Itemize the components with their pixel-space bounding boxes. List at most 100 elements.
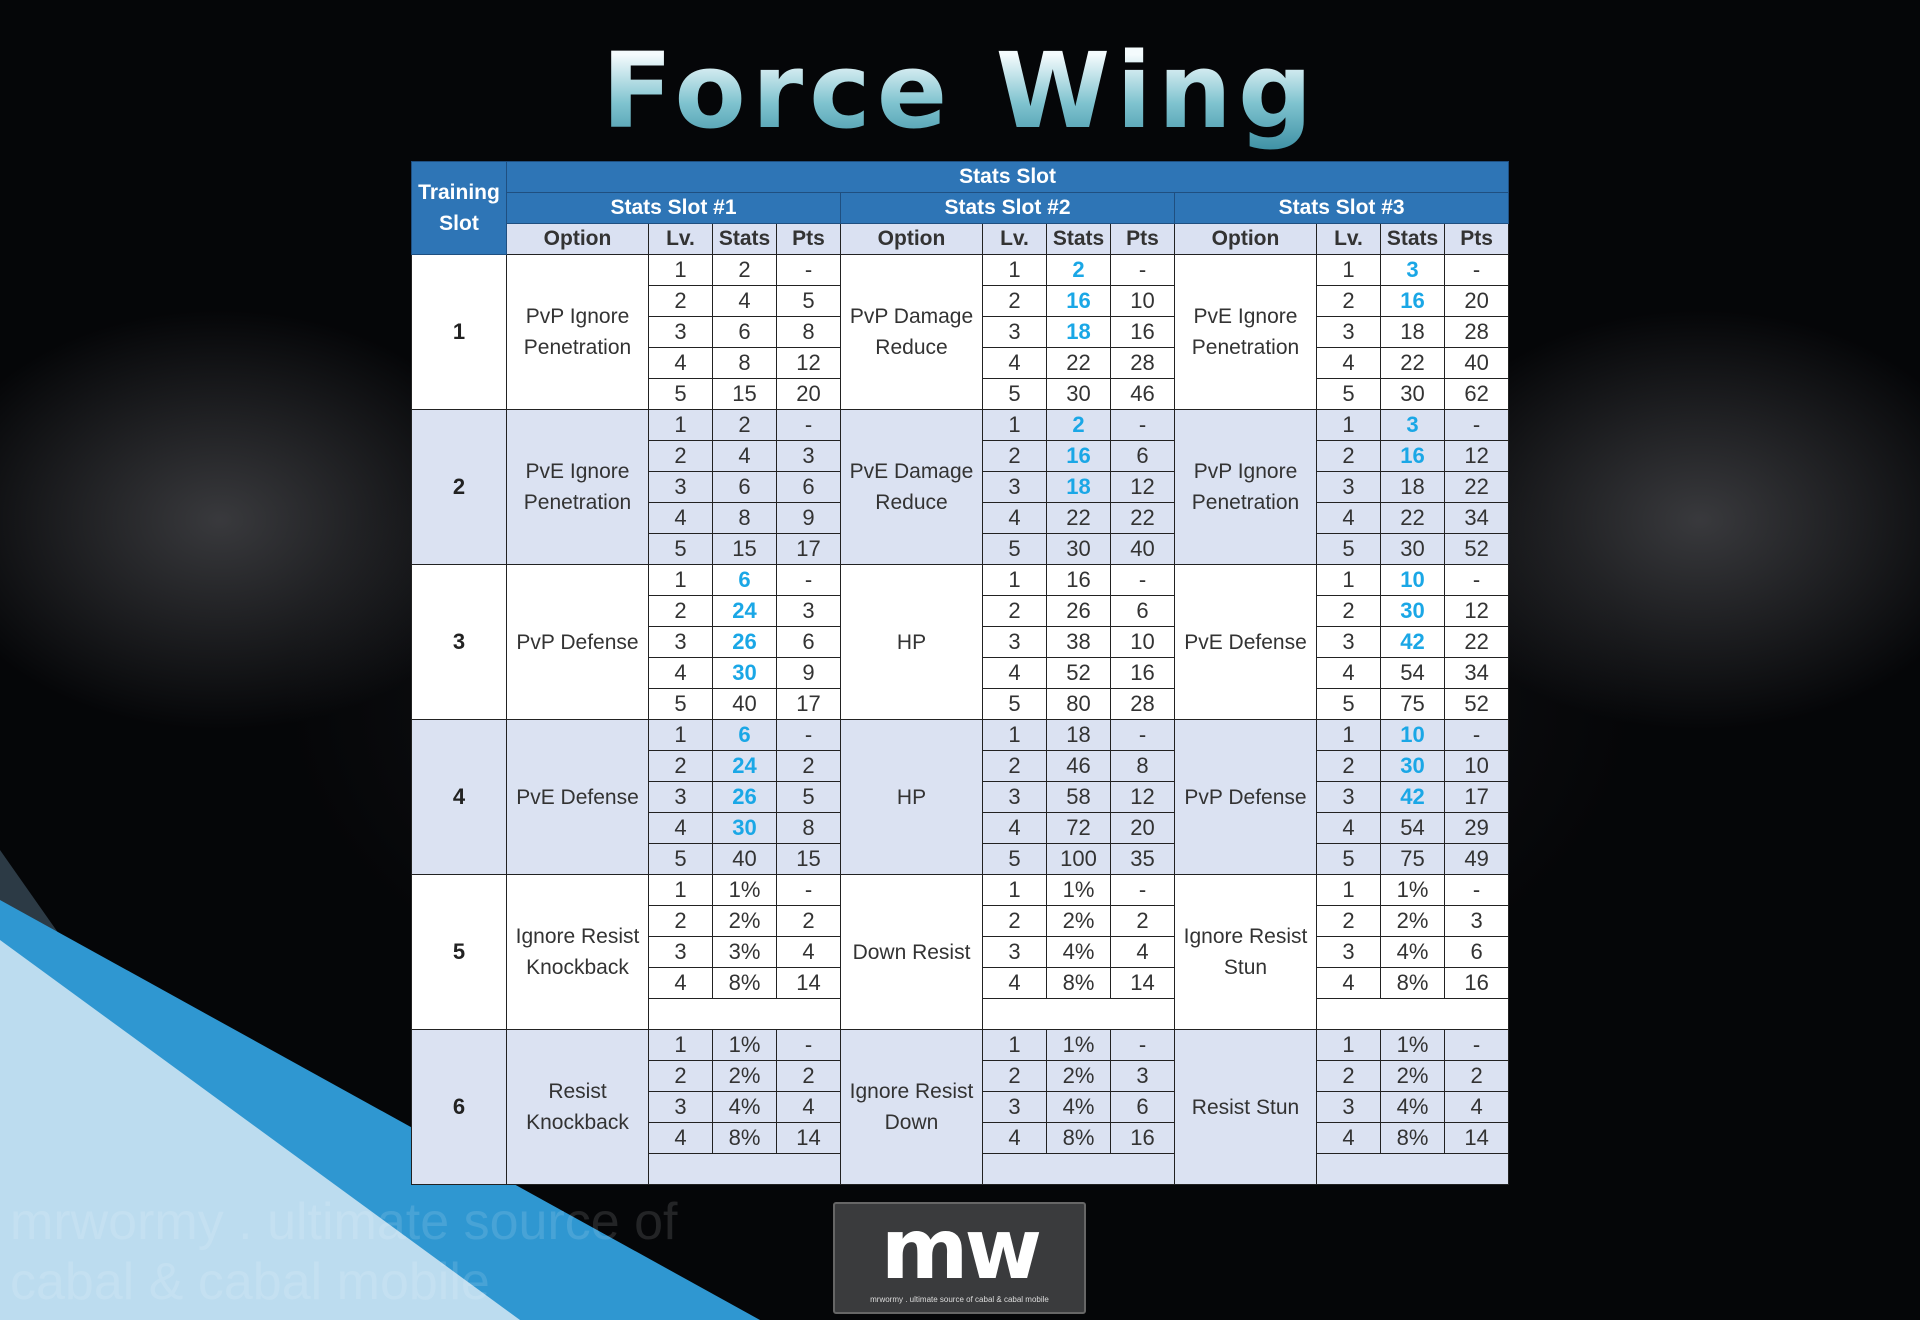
level-cell: 3 xyxy=(982,626,1047,658)
stats-cell: 40 xyxy=(712,843,777,875)
pts-cell: - xyxy=(776,874,841,906)
empty-cell xyxy=(982,998,1175,1030)
option-name: Resist Stun xyxy=(1174,1029,1317,1185)
pts-cell: 9 xyxy=(776,657,841,689)
level-cell: 3 xyxy=(648,1091,713,1123)
level-cell: 3 xyxy=(648,781,713,813)
stats-cell: 54 xyxy=(1380,657,1445,689)
level-cell: 5 xyxy=(982,843,1047,875)
level-cell: 2 xyxy=(648,285,713,317)
stats-cell: 2% xyxy=(1046,1060,1111,1092)
pts-cell: 6 xyxy=(776,626,841,658)
stats-cell: 15 xyxy=(712,378,777,410)
option-name: PvE Ignore Penetration xyxy=(506,409,649,565)
level-cell: 5 xyxy=(982,688,1047,720)
pts-cell: 28 xyxy=(1443,316,1510,348)
pts-cell: 28 xyxy=(1110,347,1175,379)
stats-cell: 42 xyxy=(1380,781,1445,813)
stats-cell: 22 xyxy=(1380,502,1445,534)
table-row: 5 15 17 5 30 40 5 30 52 xyxy=(412,533,1510,565)
empty-cell xyxy=(982,1153,1175,1185)
level-cell: 4 xyxy=(648,812,713,844)
column-header-lv: Lv. xyxy=(982,223,1047,255)
stats-cell: 8 xyxy=(712,347,777,379)
pts-cell: 20 xyxy=(1110,812,1175,844)
level-cell: 1 xyxy=(982,719,1047,751)
column-header-lv: Lv. xyxy=(1316,223,1381,255)
option-name: Ignore Resist Stun xyxy=(1174,874,1317,1030)
stats-cell: 3% xyxy=(712,936,777,968)
stats-cell: 30 xyxy=(1046,378,1111,410)
training-slot-number: 2 xyxy=(411,409,507,565)
pts-cell: 6 xyxy=(1110,440,1175,472)
option-name: PvP Defense xyxy=(1174,719,1317,875)
table-row: 4 8 12 4 22 28 4 22 40 xyxy=(412,347,1510,379)
table-row: 3 PvP Defense 1 6- HP 1 16- PvE Defense 1 10- xyxy=(411,564,1510,720)
pts-cell: - xyxy=(1110,254,1175,286)
stats-cell: 58 xyxy=(1046,781,1111,813)
watermark-text: mrwormy . ultimate source of cabal & cab… xyxy=(10,1193,678,1311)
level-cell: 3 xyxy=(648,316,713,348)
stats-cell: 30 xyxy=(1380,533,1445,565)
pts-cell: 16 xyxy=(1110,657,1175,689)
stats-cell: 2% xyxy=(1380,1060,1445,1092)
training-slot-header: Training Slot xyxy=(411,161,507,255)
empty-cell xyxy=(1315,1153,1510,1185)
table-row: 3 26 5 3 58 12 3 42 17 xyxy=(412,781,1510,813)
column-header-pts: Pts xyxy=(776,223,841,255)
stats-cell: 75 xyxy=(1380,843,1445,875)
stats-cell: 75 xyxy=(1380,688,1445,720)
pts-cell: 10 xyxy=(1110,626,1175,658)
level-cell: 2 xyxy=(982,285,1047,317)
table-row: 4 PvE Defense 1 6- HP 1 18- PvP Defense 1 10- xyxy=(411,719,1510,875)
training-slot-number: 6 xyxy=(411,1029,507,1185)
pts-cell: 3 xyxy=(776,595,841,627)
pts-cell: - xyxy=(1443,409,1510,441)
level-cell: 2 xyxy=(648,440,713,472)
stats-cell: 1% xyxy=(1046,874,1111,906)
level-cell: 1 xyxy=(1316,564,1381,596)
stats-cell: 16 xyxy=(1380,440,1445,472)
option-name: PvE Damage Reduce xyxy=(840,409,983,565)
stats-cell: 8% xyxy=(1046,967,1111,999)
stats-cell: 18 xyxy=(1046,316,1111,348)
logo-tagline: mrwormy . ultimate source of cabal & cab… xyxy=(870,1295,1049,1304)
option-name: PvP Ignore Penetration xyxy=(1174,409,1317,565)
pts-cell: - xyxy=(1110,719,1175,751)
stats-cell: 8% xyxy=(712,1122,777,1154)
stats-cell: 22 xyxy=(1380,347,1445,379)
stats-cell: 4% xyxy=(1380,1091,1445,1123)
stats-slot-3-header: Stats Slot #3 xyxy=(1173,192,1510,224)
stats-cell: 30 xyxy=(1380,378,1445,410)
stats-cell: 16 xyxy=(1046,564,1111,596)
table-row: 6 Resist Knockback 1 1% - Ignore Resist Down 1… xyxy=(411,1029,1510,1185)
level-cell: 1 xyxy=(982,409,1047,441)
pts-cell: 17 xyxy=(776,533,841,565)
pts-cell: 4 xyxy=(776,1091,841,1123)
pts-cell: 6 xyxy=(776,471,841,503)
option-name: Down Resist xyxy=(840,874,983,1030)
pts-cell: 2 xyxy=(1443,1060,1510,1092)
training-slot-number: 4 xyxy=(411,719,507,875)
level-cell: 5 xyxy=(648,843,713,875)
pts-cell: 8 xyxy=(776,812,841,844)
stats-cell: 30 xyxy=(712,657,777,689)
level-cell: 2 xyxy=(1316,285,1381,317)
stats-cell: 30 xyxy=(1380,595,1445,627)
pts-cell: 12 xyxy=(1110,471,1175,503)
stats-slot-2-header: Stats Slot #2 xyxy=(840,192,1175,224)
column-header-pts: Pts xyxy=(1443,223,1510,255)
level-cell: 5 xyxy=(648,688,713,720)
option-name: Ignore Resist Knockback xyxy=(506,874,649,1030)
level-cell: 4 xyxy=(982,347,1047,379)
table-row: 2 24 3 2 26 6 2 30 12 xyxy=(412,595,1510,627)
pts-cell: 17 xyxy=(1443,781,1510,813)
stats-cell: 30 xyxy=(712,812,777,844)
stats-cell: 8% xyxy=(1380,967,1445,999)
level-cell: 3 xyxy=(1316,626,1381,658)
stats-cell: 52 xyxy=(1046,657,1111,689)
level-cell: 4 xyxy=(982,657,1047,689)
stats-cell: 4 xyxy=(712,440,777,472)
stats-cell: 4% xyxy=(1046,1091,1111,1123)
level-cell: 1 xyxy=(648,1029,713,1061)
